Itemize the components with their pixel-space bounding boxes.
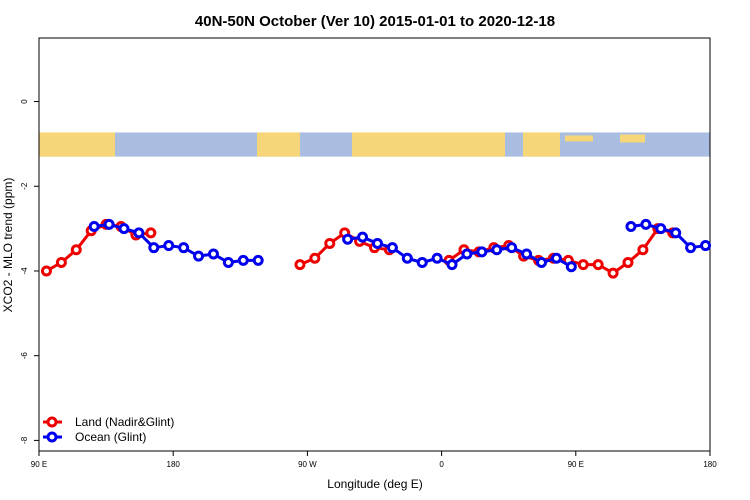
y-tick-label: -2 — [20, 182, 29, 190]
y-tick-label: -8 — [20, 436, 29, 444]
data-point — [592, 259, 604, 271]
data-point — [294, 259, 306, 271]
data-point — [431, 252, 443, 264]
chart-title: 40N-50N October (Ver 10) 2015-01-01 to 2… — [195, 13, 555, 30]
y-tick-label: -6 — [20, 352, 29, 360]
x-tick-label: 90 W — [298, 460, 317, 469]
data-point — [88, 220, 100, 232]
series-ocean — [88, 218, 712, 273]
x-tick-label: 180 — [167, 460, 181, 469]
data-point — [386, 242, 398, 254]
series-layer — [40, 218, 712, 279]
data-point — [625, 220, 637, 232]
legend: Land (Nadir&Glint) Ocean (Glint) — [43, 415, 174, 444]
x-tick-label: 90 E — [31, 460, 47, 469]
data-point — [416, 257, 428, 269]
data-point — [491, 244, 503, 256]
data-point — [178, 242, 190, 254]
legend-label-land: Land (Nadir&Glint) — [75, 415, 174, 429]
y-tick-label: 0 — [20, 99, 29, 104]
map-land-block — [352, 132, 505, 157]
map-land-block — [620, 134, 645, 143]
map-land-block — [565, 135, 593, 142]
data-point — [103, 218, 115, 230]
x-tick-label: 180 — [703, 460, 717, 469]
series-line — [347, 235, 573, 269]
data-point — [700, 240, 712, 252]
data-point — [476, 246, 488, 258]
map-land-block — [257, 132, 300, 157]
data-point — [550, 252, 562, 264]
data-point — [148, 242, 160, 254]
data-point — [670, 227, 682, 239]
data-point — [655, 223, 667, 235]
data-point — [40, 265, 52, 277]
data-point — [222, 257, 234, 269]
data-point — [506, 242, 518, 254]
data-point — [637, 244, 649, 256]
y-axis: 0 -2 -4 -6 -8 — [20, 99, 39, 444]
data-point — [342, 233, 354, 245]
y-axis-label: XCO2 - MLO trend (ppm) — [1, 178, 15, 313]
data-point — [446, 259, 458, 271]
data-point — [118, 223, 130, 235]
data-point — [401, 252, 413, 264]
map-land-block — [39, 132, 115, 157]
data-point — [640, 218, 652, 230]
x-tick-label: 90 E — [568, 460, 584, 469]
x-axis-label: Longitude (deg E) — [327, 477, 422, 491]
data-point — [577, 259, 589, 271]
legend-label-ocean: Ocean (Glint) — [75, 430, 146, 444]
data-point — [207, 248, 219, 260]
data-point — [357, 231, 369, 243]
y-tick-label: -4 — [20, 267, 29, 275]
data-point — [685, 242, 697, 254]
data-point — [607, 267, 619, 279]
data-point — [324, 237, 336, 249]
map-strip — [39, 132, 710, 157]
data-point — [163, 240, 175, 252]
x-axis: 90 E 180 90 W 0 90 E 180 — [31, 451, 717, 469]
legend-marker-ocean — [46, 431, 58, 443]
data-point — [237, 254, 249, 266]
data-point — [309, 252, 321, 264]
data-point — [371, 237, 383, 249]
x-tick-label: 0 — [439, 460, 444, 469]
data-point — [70, 244, 82, 256]
data-point — [622, 257, 634, 269]
data-point — [193, 250, 205, 262]
data-point — [133, 227, 145, 239]
data-point — [565, 261, 577, 273]
data-point — [252, 254, 264, 266]
data-point — [145, 227, 157, 239]
map-land-block — [523, 132, 560, 157]
data-point — [521, 248, 533, 260]
legend-marker-land — [46, 416, 58, 428]
data-point — [536, 257, 548, 269]
data-point — [461, 248, 473, 260]
data-point — [55, 257, 67, 269]
